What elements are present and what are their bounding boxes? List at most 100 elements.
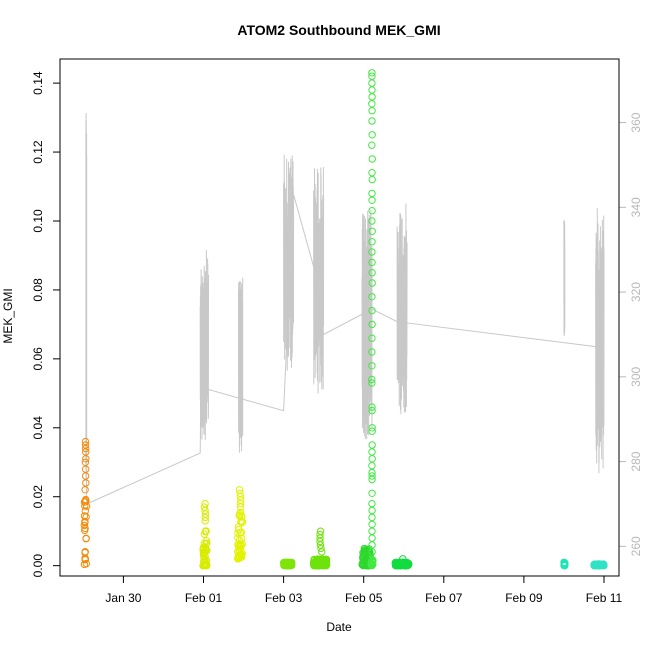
scatter-point <box>368 141 376 149</box>
scatter-point <box>361 548 369 556</box>
y-right-tick-label: 300 <box>629 366 643 386</box>
scatter-point <box>201 510 210 518</box>
scatter-point <box>368 362 376 370</box>
scatter-point <box>368 72 376 80</box>
scatter-point <box>238 518 247 526</box>
x-tick-label: Feb 11 <box>586 591 623 605</box>
plot-frame <box>59 58 620 577</box>
scatter-point <box>282 561 291 570</box>
scatter-point <box>368 499 376 508</box>
scatter-point <box>316 530 324 539</box>
scatter-point <box>82 535 90 543</box>
y-left-tick-label: 0.08 <box>31 278 45 302</box>
y-right-tick-label: 360 <box>629 112 643 132</box>
scatter-point <box>368 455 376 463</box>
scatter-group-3 <box>279 558 296 570</box>
scatter-point <box>80 521 89 530</box>
line-series-burst-6 <box>396 203 408 415</box>
y-right-tick-label: 320 <box>629 282 643 302</box>
scatter-point <box>202 527 210 535</box>
scatter-point <box>236 493 245 501</box>
scatter-point <box>368 93 376 101</box>
scatter-point <box>82 455 90 463</box>
scatter-point <box>368 248 376 256</box>
scatter-point <box>199 549 208 558</box>
line-series-burst-3 <box>283 154 295 371</box>
axes-layer: Jan 30 Feb 01 Feb 03 Feb 05 Feb 07 Feb 09 Feb … <box>31 71 643 605</box>
scatter-point <box>368 306 376 315</box>
scatter-point <box>368 448 376 456</box>
x-tick-label: Feb 01 <box>185 591 223 605</box>
x-tick-label: Jan 30 <box>105 591 141 605</box>
scatter-point <box>81 526 89 535</box>
scatter-point <box>82 444 90 453</box>
y-left-tick-label: 0.02 <box>31 485 45 509</box>
scatter-point <box>82 465 90 473</box>
scatter-point <box>368 475 376 484</box>
scatter-point <box>368 472 376 480</box>
scatter-point <box>399 555 407 563</box>
y-right-tick-label: 260 <box>629 536 643 556</box>
scatter-point <box>368 541 376 549</box>
line-series-burst-2 <box>238 277 244 453</box>
scatter-group-0 <box>80 437 91 569</box>
scatter-point <box>368 189 376 198</box>
scatter-point <box>368 155 376 163</box>
scatter-point <box>234 523 243 531</box>
scatter-group-4 <box>310 527 331 570</box>
scatter-point <box>368 320 376 329</box>
scatter-point <box>202 537 211 545</box>
scatter-point <box>368 513 376 522</box>
scatter-point <box>81 507 90 515</box>
scatter-point <box>368 348 376 356</box>
scatter-group-1 <box>199 499 211 570</box>
scatter-point <box>591 560 599 568</box>
scatter-point <box>368 403 376 411</box>
line-layer <box>85 113 605 505</box>
scatter-point <box>368 238 376 246</box>
scatter-point <box>368 534 376 542</box>
scatter-point <box>368 175 376 184</box>
line-series-connector <box>86 194 601 505</box>
line-series-burst-0 <box>85 113 88 504</box>
scatter-point <box>368 441 376 449</box>
scatter-point <box>201 517 209 525</box>
scatter-point <box>201 499 209 508</box>
scatter-point <box>368 217 376 225</box>
scatter-point <box>316 527 325 535</box>
scatter-group-7 <box>391 555 413 570</box>
scatter-point <box>368 86 376 94</box>
scatter-point <box>82 495 90 504</box>
scatter-point <box>368 227 376 236</box>
scatter-point <box>236 536 244 544</box>
scatter-point <box>600 561 608 570</box>
scatter-point <box>368 489 376 497</box>
scatter-point <box>236 503 245 511</box>
scatter-point <box>316 561 324 569</box>
y-left-tick-label: 0.14 <box>31 71 45 95</box>
chart-title: ATOM2 Southbound MEK_GMI <box>237 22 440 38</box>
scatter-point <box>592 561 600 570</box>
y-left-tick-label: 0.04 <box>31 416 45 440</box>
scatter-point <box>368 69 376 77</box>
y-left-tick-label: 0.00 <box>31 554 45 578</box>
x-axis-label: Date <box>326 620 352 634</box>
scatter-point <box>236 508 245 516</box>
scatter-point <box>368 293 376 301</box>
scatter-point <box>81 517 89 526</box>
scatter-point <box>310 555 318 564</box>
scatter-point <box>82 479 90 487</box>
scatter-point <box>560 559 568 568</box>
scatter-point <box>81 441 90 449</box>
scatter-point <box>235 551 244 559</box>
scatter-point <box>368 79 376 87</box>
scatter-point <box>368 379 376 387</box>
y-axis-label: MEK_GMI <box>1 288 15 343</box>
scatter-point <box>368 258 376 267</box>
scatter-point <box>368 107 376 115</box>
scatter-point <box>234 534 242 542</box>
line-series-burst-5 <box>361 209 373 440</box>
scatter-point <box>236 489 244 497</box>
scatter-point <box>317 544 325 553</box>
